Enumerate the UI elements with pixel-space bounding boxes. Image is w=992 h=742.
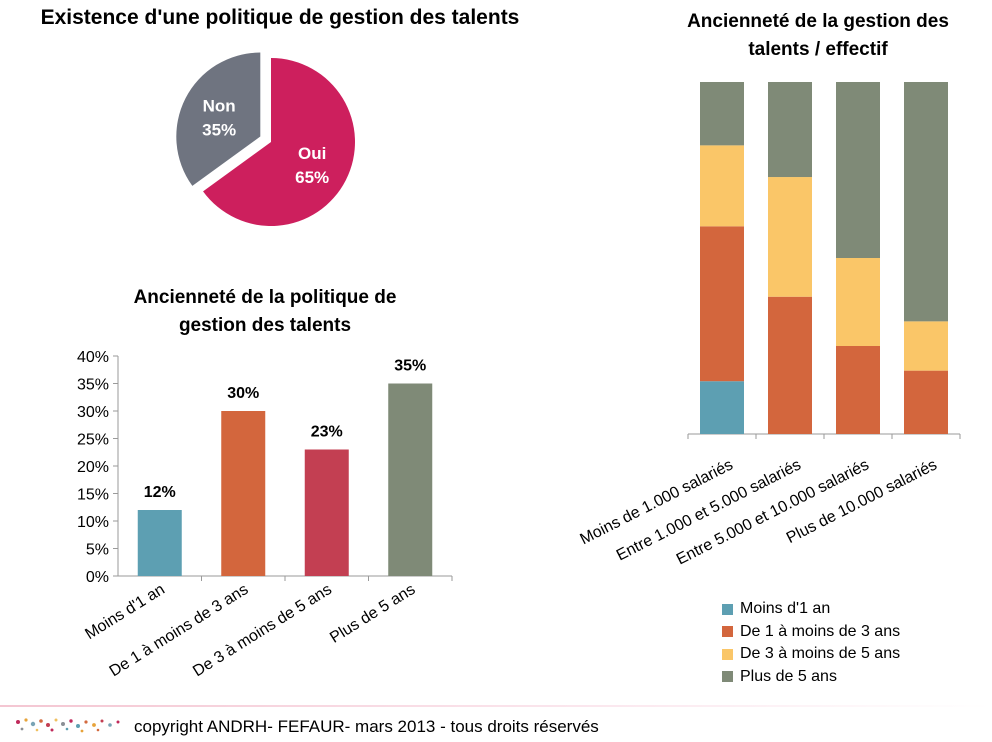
legend-item: De 3 à moins de 5 ans [722, 643, 900, 666]
stacked-segment-1-4 [700, 82, 744, 146]
legend-swatch [722, 648, 733, 660]
bar-chart-y-tick-label: 20% [77, 459, 109, 476]
stacked-segment-4-2 [904, 370, 948, 434]
bar-2 [221, 411, 266, 576]
bar-value-label: 35% [394, 358, 426, 375]
bar-chart-y-tick-label: 0% [86, 569, 109, 586]
stacked-segment-2-3 [768, 177, 812, 297]
bar-chart-y-tick-label: 25% [77, 432, 109, 449]
pie-value-oui: 65% [295, 168, 329, 187]
bar-chart-x-label: De 1 à moins de 3 ans [107, 581, 252, 680]
bar-chart-y-tick-label: 40% [77, 349, 109, 366]
bar-value-label: 30% [227, 385, 259, 402]
bar-chart-y-tick-label: 5% [86, 542, 109, 559]
stacked-segment-2-4 [768, 82, 812, 178]
stacked-chart-legend: Moins d'1 an De 1 à moins de 3 ans De 3 à … [722, 598, 900, 688]
pie-slice-non [176, 52, 261, 186]
bar-chart-y-tick-label: 15% [77, 487, 109, 504]
stacked-segment-2-2 [768, 296, 812, 434]
legend-label: Moins d'1 an [740, 600, 831, 618]
stacked-segment-1-3 [700, 145, 744, 227]
footer-divider [0, 705, 992, 707]
stacked-segment-3-4 [836, 82, 880, 258]
bar-chart-y-tick-label: 10% [77, 514, 109, 531]
footer-logo [14, 716, 126, 734]
bar-1 [137, 510, 182, 576]
legend-item: De 1 à moins de 3 ans [722, 621, 900, 644]
stacked-segment-4-4 [904, 82, 948, 322]
legend-swatch [722, 671, 733, 683]
bar-chart-x-label: Moins d'1 an [82, 581, 168, 643]
stacked-chart-title: Ancienneté de la gestion des talents / e… [687, 11, 949, 60]
pie-label-oui: Oui [298, 144, 326, 163]
legend-swatch [722, 603, 733, 615]
stacked-segment-3-3 [836, 258, 880, 346]
stacked-segment-1-1 [700, 381, 744, 434]
legend-label: Plus de 5 ans [740, 667, 837, 685]
stacked-segment-3-2 [836, 346, 880, 434]
bar-value-label: 12% [144, 484, 176, 501]
legend-label: De 3 à moins de 5 ans [740, 645, 901, 663]
bar-chart-x-label: De 3 à moins de 5 ans [190, 581, 335, 680]
bar-chart-y-tick-label: 30% [77, 404, 109, 421]
legend-item: Plus de 5 ans [722, 666, 900, 689]
bar-chart-title: Ancienneté de la politique de gestion de… [133, 287, 397, 336]
pie-slice-oui [203, 58, 355, 227]
bar-4 [388, 383, 433, 576]
bar-chart-x-label: Plus de 5 ans [327, 581, 418, 647]
bar-3 [304, 449, 349, 576]
footer-copyright: copyright ANDRH- FEFAUR- mars 2013 - tou… [134, 717, 599, 736]
legend-label: De 1 à moins de 3 ans [740, 622, 901, 640]
legend-item: Moins d'1 an [722, 598, 900, 621]
bar-value-label: 23% [311, 424, 343, 441]
bar-chart-y-tick-label: 35% [77, 377, 109, 394]
stacked-segment-4-3 [904, 321, 948, 371]
pie-label-non: Non [203, 97, 236, 116]
pie-value-non: 35% [202, 121, 236, 140]
pie-chart-title: Existence d'une politique de gestion des… [40, 6, 520, 29]
stacked-segment-1-2 [700, 226, 744, 382]
legend-swatch [722, 626, 733, 638]
